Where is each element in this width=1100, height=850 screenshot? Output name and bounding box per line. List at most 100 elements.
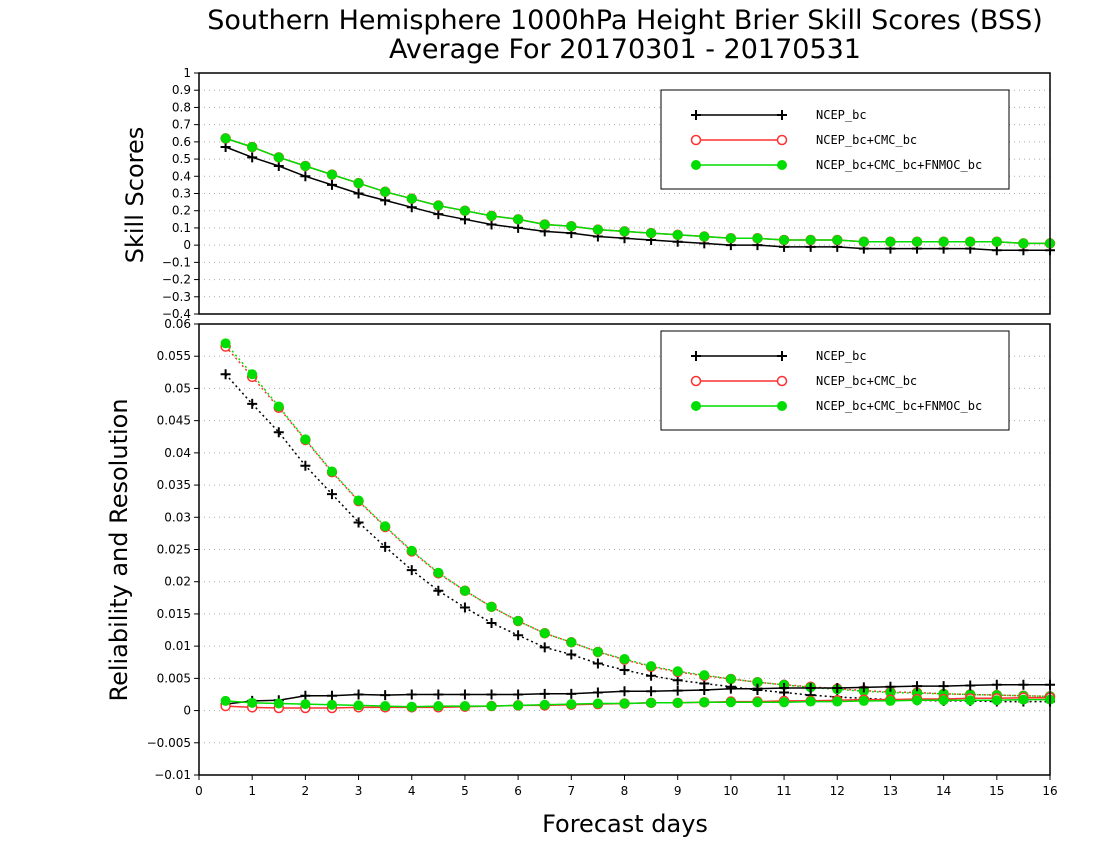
- y-tick-label: 0.6: [172, 135, 191, 149]
- data-point: [672, 229, 683, 240]
- data-point: [805, 683, 816, 694]
- y-tick-label: 0.8: [172, 100, 191, 114]
- data-point: [433, 200, 444, 211]
- data-point: [406, 545, 417, 556]
- x-tick-label: 0: [195, 784, 203, 798]
- x-tick-label: 10: [723, 784, 738, 798]
- data-point: [779, 234, 790, 245]
- data-point: [699, 670, 710, 681]
- y-tick-label: 0.02: [164, 575, 191, 589]
- legend-marker: [690, 375, 702, 387]
- data-point: [486, 689, 497, 700]
- data-point: [672, 697, 683, 708]
- data-point: [300, 690, 311, 701]
- data-point: [353, 689, 364, 700]
- reliability-resolution-y-ticks: −0.01 −0.005 0 0.005 0.01 0.015 0.02 0.025 0.03 0…: [147, 317, 199, 782]
- data-point: [725, 683, 736, 694]
- data-point: [858, 695, 869, 706]
- data-point: [513, 630, 524, 641]
- data-point: [539, 642, 550, 653]
- data-point: [539, 219, 550, 230]
- data-point: [433, 567, 444, 578]
- skill-score-series: [220, 133, 1056, 256]
- x-tick-label: 9: [674, 784, 682, 798]
- data-point: [433, 209, 444, 220]
- legend-marker: [691, 110, 701, 120]
- chart-subtitle: Average For 20170301 - 20170531: [389, 34, 861, 65]
- data-point: [619, 654, 630, 665]
- data-point: [220, 338, 231, 349]
- y-tick-label: 0.035: [157, 478, 191, 492]
- y-tick-label: 0.04: [164, 446, 191, 460]
- data-point: [247, 152, 258, 163]
- data-point: [805, 234, 816, 245]
- data-point: [353, 188, 364, 199]
- data-point: [406, 202, 417, 213]
- data-point: [433, 585, 444, 596]
- x-tick-label: 8: [621, 784, 629, 798]
- data-point: [938, 236, 949, 247]
- y-tick-label: 0.3: [172, 187, 191, 201]
- data-point: [539, 699, 550, 710]
- y-tick-label: 0.2: [172, 204, 191, 218]
- legend-marker: [691, 351, 701, 361]
- y-tick-label: 0.05: [164, 381, 191, 395]
- data-point: [326, 489, 337, 500]
- y-tick-label: 0.045: [157, 414, 191, 428]
- data-point: [885, 236, 896, 247]
- x-tick-label: 4: [408, 784, 416, 798]
- x-tick-label: 1: [248, 784, 256, 798]
- y-tick-label: −0.2: [162, 273, 191, 287]
- data-point: [1018, 238, 1029, 249]
- data-point: [646, 661, 657, 672]
- data-point: [513, 222, 524, 233]
- x-tick-label: 7: [567, 784, 575, 798]
- data-point: [725, 674, 736, 685]
- y-tick-label: 0: [183, 238, 191, 252]
- reliability-resolution-gridlines: [199, 355, 1050, 744]
- data-point: [459, 689, 470, 700]
- data-point: [513, 700, 524, 711]
- data-point: [220, 142, 231, 153]
- legend-marker: [776, 134, 788, 146]
- reliability-resolution-legend: NCEP_bc NCEP_bc+CMC_bc NCEP_bc+CMC_bc+FNMO…: [660, 330, 1010, 431]
- data-point: [326, 690, 337, 701]
- data-point: [406, 565, 417, 576]
- legend-marker: [777, 160, 787, 170]
- data-point: [646, 228, 657, 239]
- x-tick-label: 2: [302, 784, 310, 798]
- y-axis-label-skill-scores: Skill Scores: [121, 127, 149, 264]
- legend-marker: [777, 110, 787, 120]
- data-point: [805, 696, 816, 707]
- y-tick-label: 0.015: [157, 607, 191, 621]
- data-point: [566, 688, 577, 699]
- series-line: [225, 373, 1050, 703]
- data-point: [912, 236, 923, 247]
- data-point: [459, 602, 470, 613]
- data-point: [938, 695, 949, 706]
- legend-label: NCEP_bc+CMC_bc: [816, 374, 917, 388]
- data-point: [646, 670, 657, 681]
- data-point: [433, 701, 444, 712]
- data-point: [619, 226, 630, 237]
- data-point: [566, 649, 577, 660]
- y-tick-label: 0.9: [172, 83, 191, 97]
- data-point: [991, 695, 1002, 706]
- data-point: [752, 233, 763, 244]
- data-point: [220, 695, 231, 706]
- legend-marker: [776, 375, 788, 387]
- data-point: [938, 681, 949, 692]
- legend-label: NCEP_bc: [816, 349, 867, 363]
- data-point: [273, 160, 284, 171]
- data-point: [300, 434, 311, 445]
- data-point: [619, 664, 630, 675]
- data-point: [513, 214, 524, 225]
- data-point: [300, 160, 311, 171]
- data-point: [326, 179, 337, 190]
- data-point: [220, 369, 231, 380]
- legend-marker: [691, 401, 701, 411]
- reliability-resolution-panel: −0.01 −0.005 0 0.005 0.01 0.015 0.02 0.025 0.03 0…: [147, 317, 1056, 782]
- y-tick-label: 0.055: [157, 349, 191, 363]
- data-point: [965, 680, 976, 691]
